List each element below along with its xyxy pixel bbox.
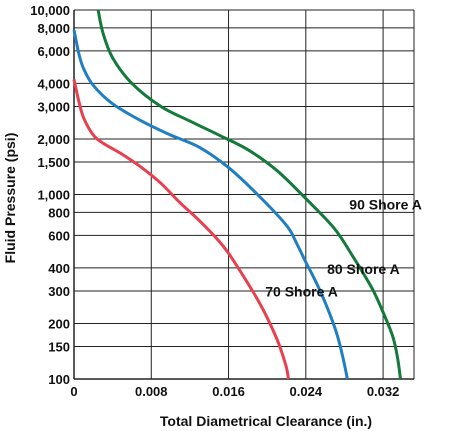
series-line-90-shore-a	[96, 9, 402, 380]
x-tick-label: 0	[70, 384, 77, 399]
x-tick-label: 0.008	[135, 384, 168, 399]
y-tick-label: 8,000	[37, 21, 70, 36]
series-lines	[72, 9, 402, 380]
y-tick-label: 200	[48, 316, 70, 331]
series-annotation: 70 Shore A	[265, 283, 338, 299]
y-tick-label: 4,000	[37, 76, 70, 91]
series-annotation: 90 Shore A	[349, 196, 422, 212]
y-tick-label: 3,000	[37, 99, 70, 114]
y-tick-label: 1,500	[37, 155, 70, 170]
y-tick-label: 100	[48, 372, 70, 387]
x-tick-labels: 0 0.008 0.016 0.024 0.032	[70, 384, 399, 399]
y-axis-title: Fluid Pressure (psi)	[2, 133, 18, 264]
y-tick-label: 400	[48, 261, 70, 276]
grid-lines	[73, 9, 415, 380]
series-annotations: 90 Shore A 80 Shore A 70 Shore A	[265, 196, 422, 299]
x-axis-title: Total Diametrical Clearance (in.)	[160, 413, 372, 429]
y-tick-label: 150	[48, 340, 70, 355]
y-tick-label: 10,000	[30, 3, 70, 18]
y-tick-label: 800	[48, 205, 70, 220]
y-tick-label: 6,000	[37, 44, 70, 59]
y-tick-label: 1,000	[37, 188, 70, 203]
y-tick-label: 600	[48, 228, 70, 243]
x-tick-label: 0.016	[212, 384, 245, 399]
x-tick-label: 0.032	[367, 384, 400, 399]
series-line-80-shore-a	[72, 29, 349, 380]
y-tick-labels: 100 150 200 300 400 600 800 1,000 1,500 2,000 3,00…	[30, 3, 70, 387]
series-line-70-shore-a	[72, 79, 290, 380]
y-tick-label: 300	[48, 284, 70, 299]
series-annotation: 80 Shore A	[327, 261, 400, 277]
y-tick-label: 2,000	[37, 132, 70, 147]
x-tick-label: 0.024	[290, 384, 323, 399]
